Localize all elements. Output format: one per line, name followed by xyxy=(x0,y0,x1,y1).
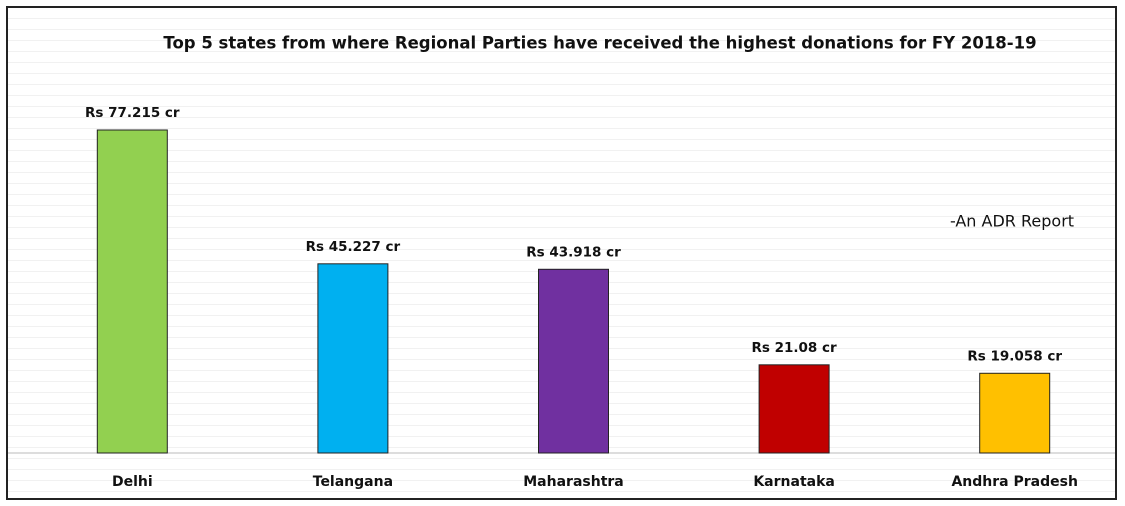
bar xyxy=(758,364,830,454)
bar xyxy=(979,372,1051,454)
annotation: -An ADR Report xyxy=(950,212,1074,231)
data-label: Rs 19.058 cr xyxy=(967,348,1062,364)
x-tick-label: Telangana xyxy=(313,474,393,490)
data-label: Rs 45.227 cr xyxy=(306,239,401,255)
bar xyxy=(538,268,609,454)
x-tick-label: Delhi xyxy=(112,474,153,490)
x-tick-label: Karnataka xyxy=(753,474,835,490)
data-label: Rs 43.918 cr xyxy=(526,244,621,260)
chart-title: Top 5 states from where Regional Parties… xyxy=(163,34,1036,53)
data-label: Rs 21.08 cr xyxy=(751,340,837,356)
x-tick-label: Maharashtra xyxy=(523,474,624,490)
bar xyxy=(317,263,389,454)
bar xyxy=(96,129,168,454)
x-tick-label: Andhra Pradesh xyxy=(951,474,1077,490)
data-label: Rs 77.215 cr xyxy=(85,105,180,121)
